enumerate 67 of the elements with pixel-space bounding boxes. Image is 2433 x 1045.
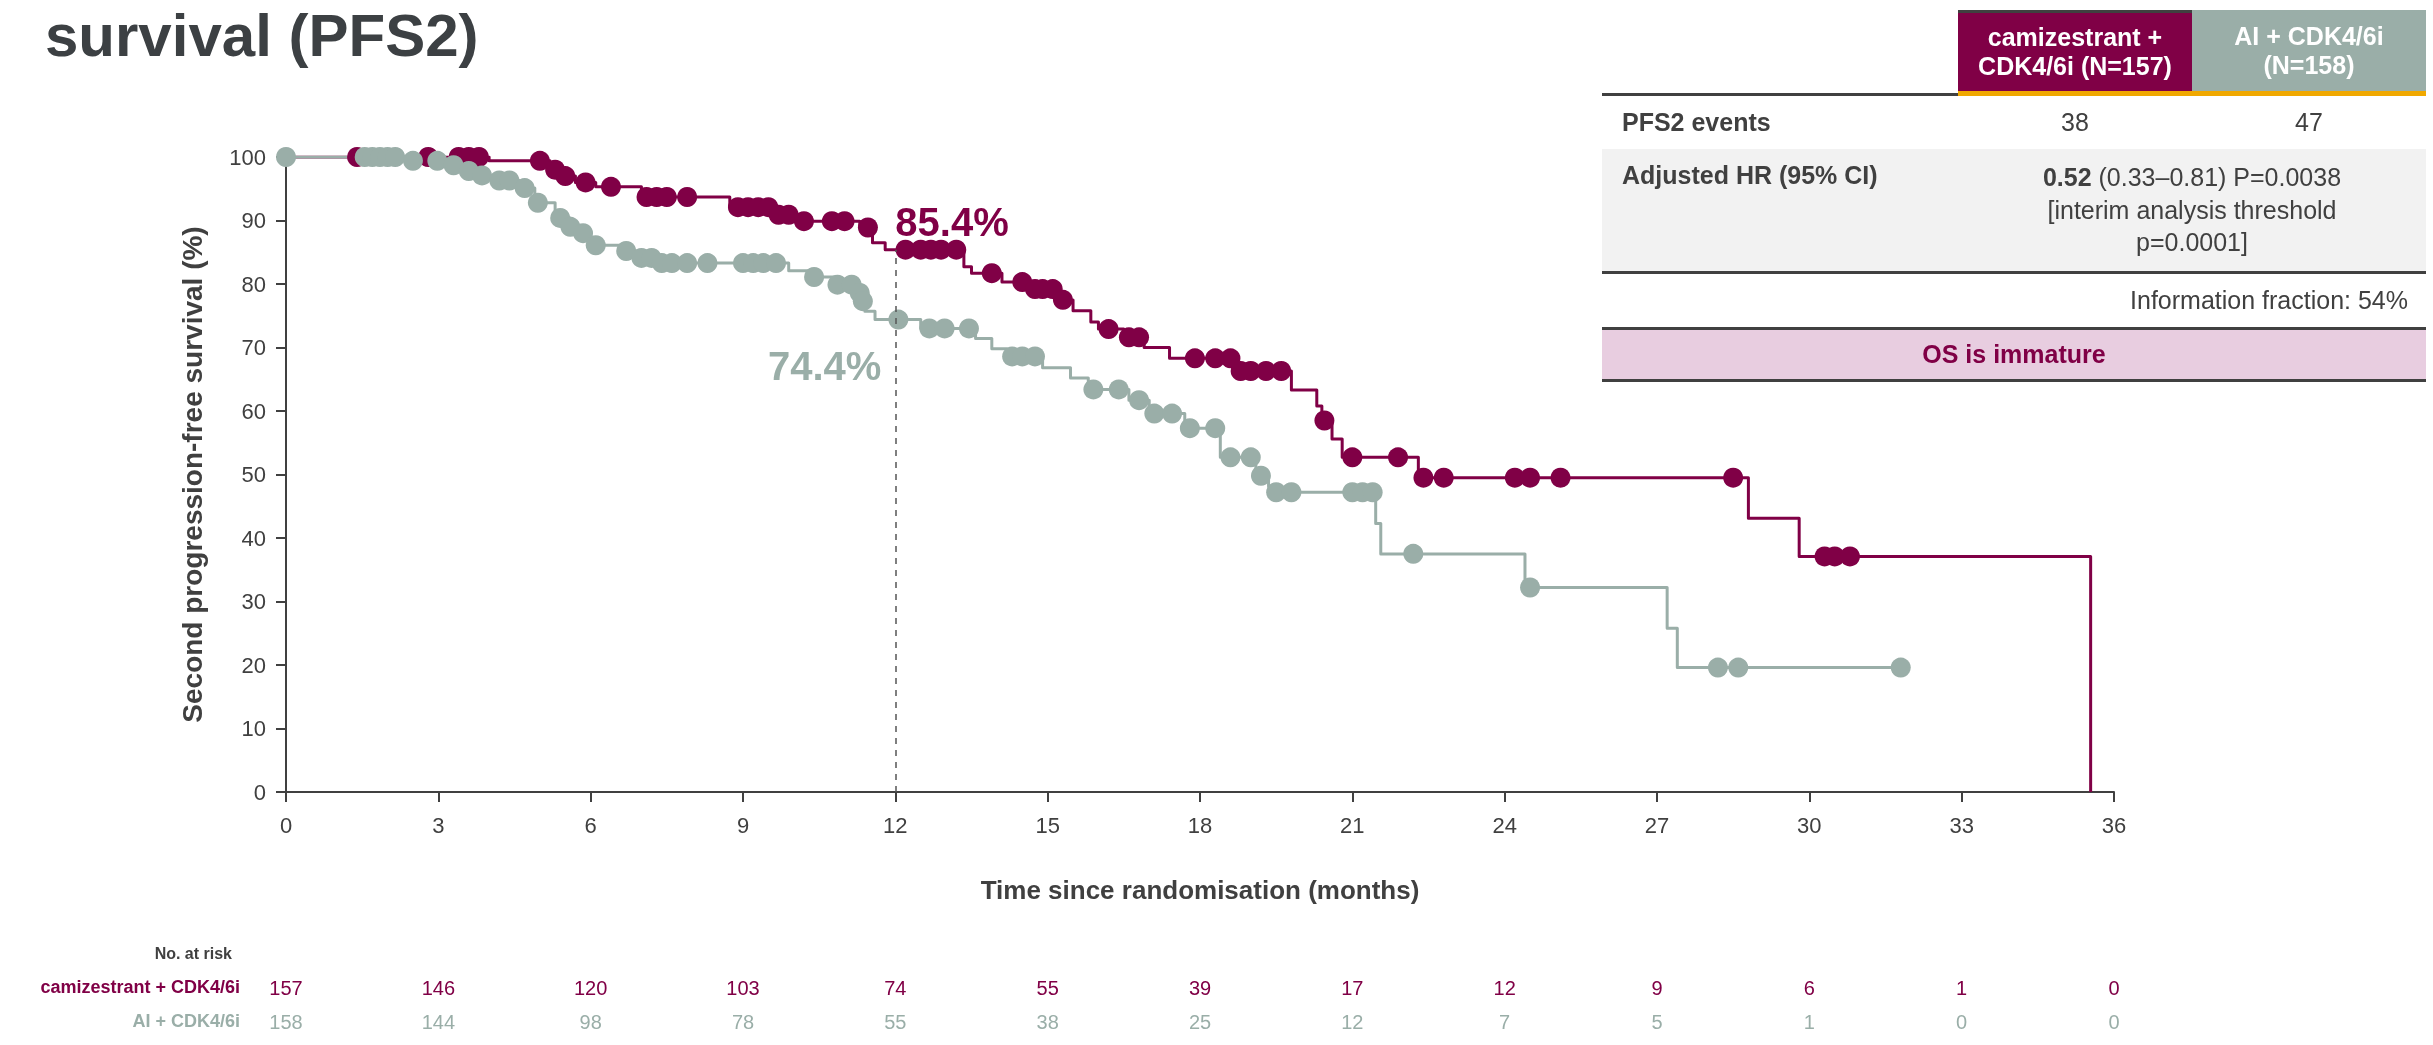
text: 0	[2108, 1011, 2120, 1033]
text: 38	[2061, 108, 2089, 136]
text: 38	[1036, 1011, 1059, 1033]
text: 17	[1341, 977, 1364, 999]
text: Information fraction: 54%	[2129, 284, 2409, 316]
x-tick-label: 30	[1797, 812, 1822, 838]
annotation: 74.4%	[767, 343, 882, 388]
x-tick-label: 12	[883, 812, 908, 838]
x-axis-title: Time since randomisation (months)	[980, 875, 1420, 905]
text: 158	[269, 1011, 303, 1033]
category-label: Adjusted HR (95% CI)	[1622, 161, 1878, 189]
x-tick-label: 21	[1340, 812, 1365, 838]
y-tick-label: 50	[241, 462, 266, 487]
text: 25	[1188, 1011, 1212, 1033]
text: 9	[1651, 977, 1663, 999]
x-tick-label: 18	[1187, 812, 1213, 838]
x-tick-label: 33	[1949, 812, 1974, 838]
text: 1	[1956, 977, 1968, 999]
text: 98	[579, 1011, 602, 1033]
x-tick-label: 3	[432, 812, 445, 838]
y-tick-label: 80	[241, 271, 266, 297]
category-label: camizestrant + CDK4/6i	[40, 977, 240, 997]
text: 6	[1803, 977, 1815, 999]
x-tick-label: 36	[2101, 812, 2127, 838]
y-tick-label: 100	[229, 144, 266, 170]
text: 12	[1341, 1011, 1364, 1033]
text: 12	[1493, 977, 1516, 999]
y-tick-label: 70	[241, 335, 266, 360]
x-tick-label: 0	[279, 812, 293, 838]
text: 0	[2108, 977, 2120, 999]
y-tick-label: 10	[241, 716, 266, 741]
x-tick-label: 6	[584, 812, 597, 838]
category-label: PFS2 events	[1622, 108, 1771, 136]
y-axis-title: Second progression-free survival (%)	[176, 226, 208, 723]
annotation: OS is immature	[1602, 326, 2426, 382]
text: 0.52 (0.33–0.81) P=0.0038 [interim analysis threshold p=0.0001]	[2042, 163, 2342, 256]
text: 74	[884, 977, 907, 999]
text: 55	[1036, 977, 1059, 999]
text: 55	[884, 1011, 907, 1033]
x-tick-label: 24	[1492, 812, 1517, 838]
chart-title: survival (PFS2)	[45, 1, 479, 69]
y-tick-label: 30	[241, 589, 266, 614]
text: 103	[726, 977, 760, 999]
y-tick-label: 60	[241, 398, 266, 424]
annotation: 85.4%	[895, 199, 1009, 244]
x-tick-label: 15	[1035, 812, 1060, 838]
y-tick-label: 90	[241, 208, 266, 233]
text: 157	[269, 977, 303, 999]
text: 146	[421, 977, 456, 999]
text: 47	[2295, 108, 2323, 136]
x-tick-label: 9	[736, 812, 750, 838]
text: 78	[731, 1011, 755, 1033]
category-label: camizestrant + CDK4/6i (N=157)	[1958, 10, 2192, 96]
text: 39	[1188, 977, 1212, 999]
x-tick-label: 27	[1644, 812, 1670, 838]
y-tick-label: 40	[241, 525, 266, 551]
text: 5	[1651, 1011, 1663, 1033]
category-label: AI + CDK4/6i	[132, 1011, 240, 1031]
category-label: AI + CDK4/6i (N=158)	[2192, 10, 2426, 96]
text: No. at risk	[154, 945, 232, 963]
text: 144	[421, 1011, 456, 1033]
text: 7	[1499, 1011, 1511, 1033]
y-tick-label: 20	[241, 652, 266, 678]
text: 120	[573, 977, 608, 999]
text: 1	[1803, 1011, 1815, 1033]
text: 0	[1956, 1011, 1968, 1033]
y-tick-label: 0	[253, 779, 266, 805]
